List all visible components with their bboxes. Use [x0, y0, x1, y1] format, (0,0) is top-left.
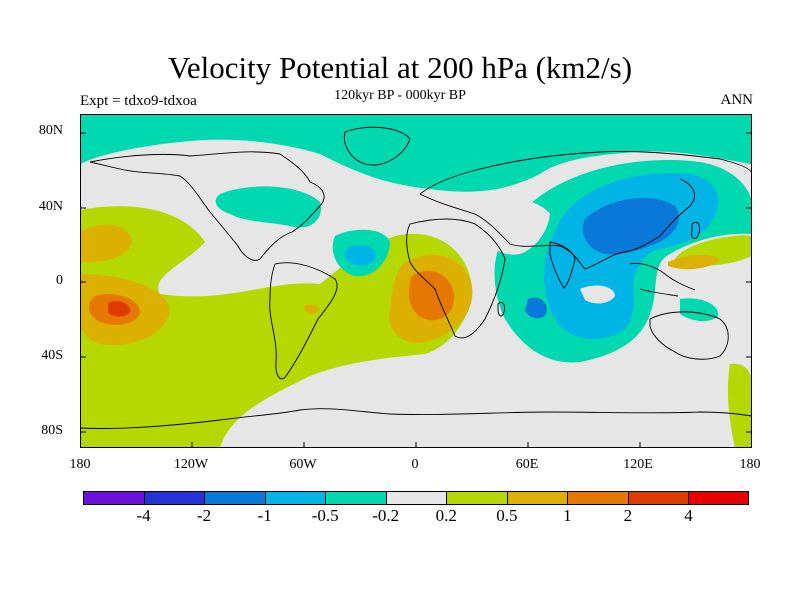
negative-1-2-shading — [525, 197, 679, 319]
colorbar-label: -4 — [136, 506, 151, 525]
lon-tick-60e: 60E — [515, 457, 539, 472]
colorbar-swatch — [446, 491, 507, 505]
lon-tick-180w: 180 — [69, 457, 91, 472]
lon-tick-120e: 120E — [623, 457, 653, 472]
colorbar-swatch — [83, 491, 144, 505]
experiment-label: Expt = tdxo9-tdxoa — [80, 93, 197, 109]
colorbar-label: 0.5 — [496, 506, 518, 525]
lat-tick-0: 0 — [56, 273, 63, 288]
lon-tick-120w: 120W — [173, 457, 209, 472]
colorbar-label: 4 — [684, 506, 693, 525]
lon-tick-60w: 60W — [289, 457, 317, 472]
colorbar-swatch — [143, 491, 205, 505]
colorbar-swatch — [325, 491, 386, 505]
colorbar-swatch — [385, 491, 447, 505]
colorbar-swatch — [204, 491, 265, 505]
velocity-potential-map — [80, 114, 752, 448]
lat-tick-40s: 40S — [41, 348, 63, 363]
positive-2-4-shading — [108, 301, 131, 317]
colorbar-label: 1 — [563, 506, 572, 525]
colorbar-swatch — [567, 491, 628, 505]
chart-title: Velocity Potential at 200 hPa (km2/s) — [167, 50, 633, 85]
lat-tick-40n: 40N — [38, 199, 63, 214]
lon-tick-0: 0 — [411, 457, 419, 472]
colorbar-swatch — [264, 491, 326, 505]
neutral-pocket-shading — [465, 193, 615, 304]
chart-subtitle: 120kyr BP - 000kyr BP — [334, 88, 466, 103]
colorbar-swatch — [506, 491, 568, 505]
season-label: ANN — [720, 92, 754, 108]
coastlines — [80, 126, 752, 429]
lat-tick-80n: 80N — [38, 123, 63, 138]
axis-ticks — [80, 132, 752, 448]
colorbar-label: -1 — [257, 506, 272, 525]
colorbar-label: -0.2 — [372, 506, 400, 525]
colorbar-label: 0.2 — [435, 506, 457, 525]
colorbar-label: 2 — [623, 506, 633, 525]
colorbar-label: -2 — [196, 506, 212, 525]
colorbar-label: -0.5 — [311, 506, 339, 525]
colorbar-swatch — [627, 491, 689, 505]
colorbar-swatch — [688, 491, 749, 505]
lat-tick-80s: 80S — [41, 423, 63, 438]
lon-tick-180e: 180 — [739, 457, 761, 472]
